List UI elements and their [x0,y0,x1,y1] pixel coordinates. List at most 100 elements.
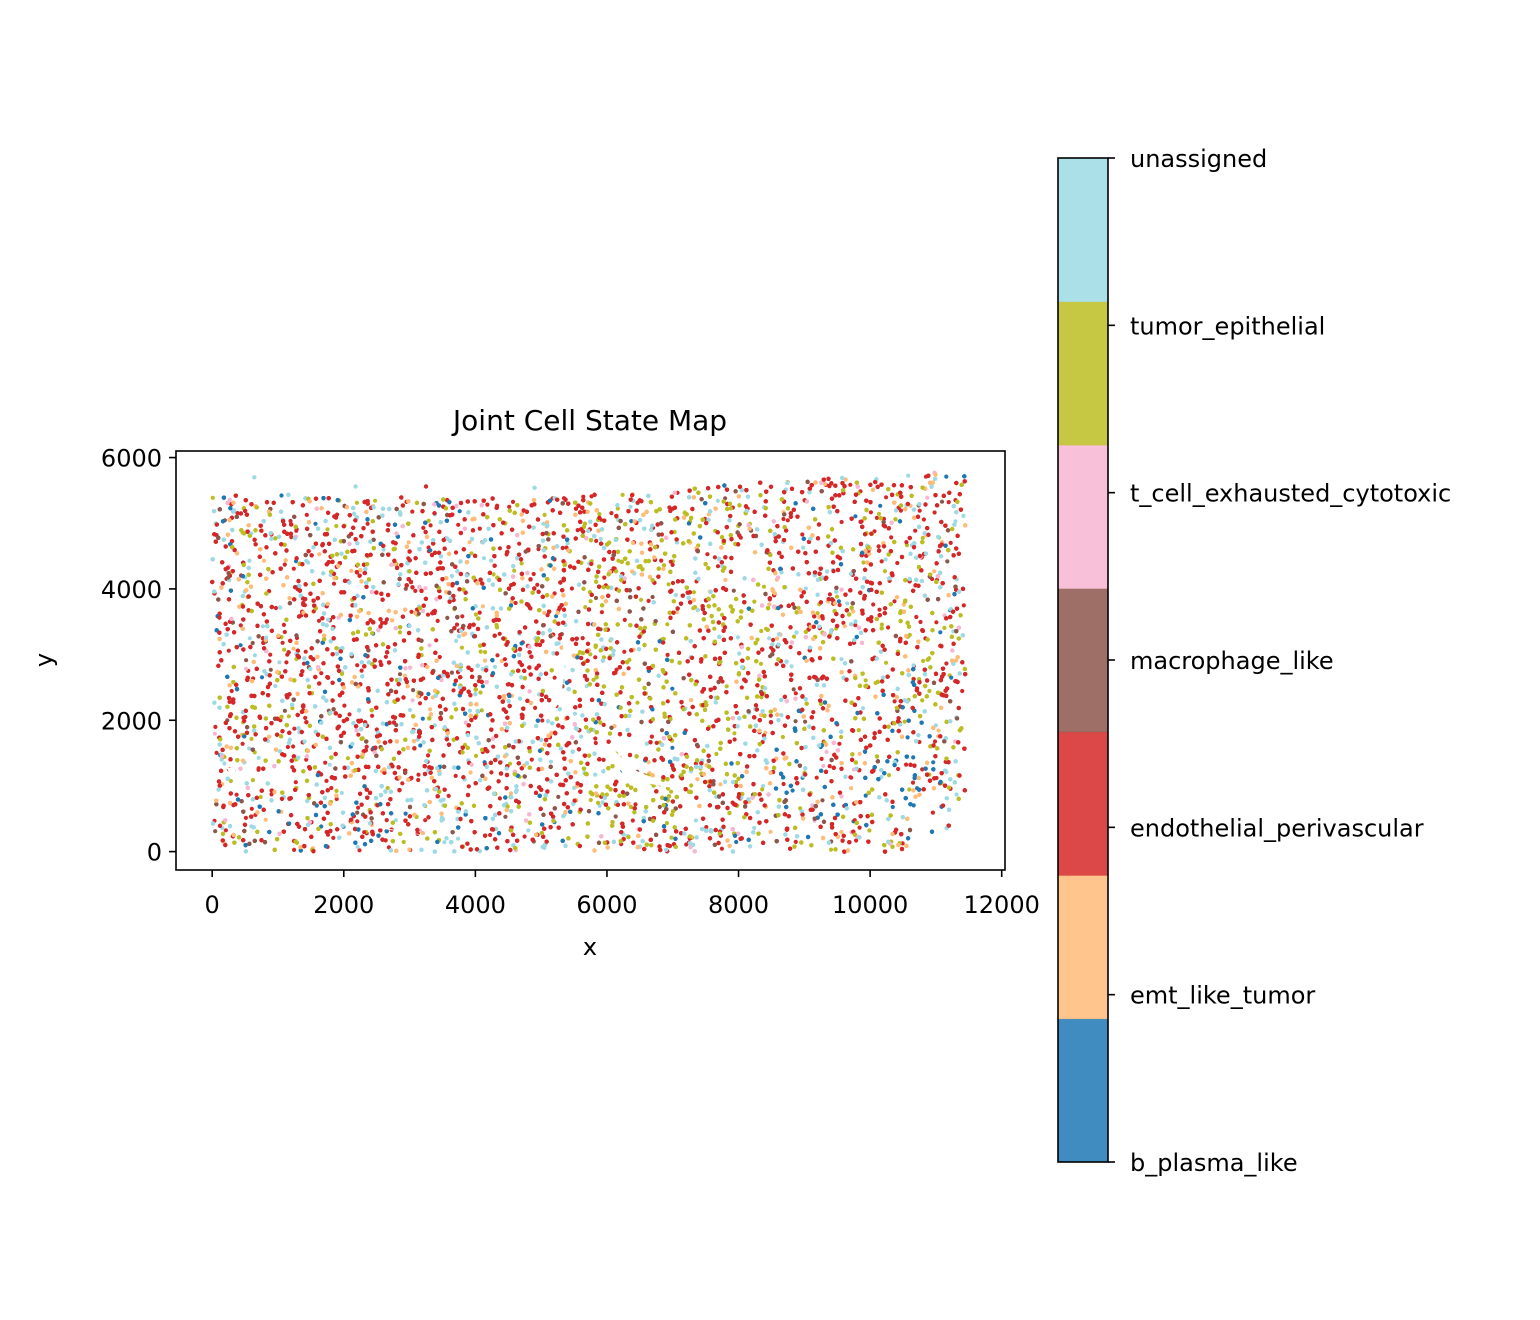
scatter-point [863,678,868,683]
scatter-point [284,660,289,665]
scatter-point [849,786,854,791]
scatter-point [467,708,473,713]
scatter-point [463,720,468,725]
scatter-point [325,527,330,532]
scatter-point [883,557,888,562]
scatter-point [383,654,388,659]
scatter-point [900,841,905,846]
scatter-point [836,599,842,604]
scatter-point [781,781,786,787]
scatter-point [249,736,254,742]
scatter-point [364,744,369,749]
scatter-point [666,582,671,587]
scatter-point [868,510,874,515]
scatter-point [882,569,888,574]
scatter-point [411,688,416,693]
scatter-point [334,788,339,794]
scatter-point [839,519,844,525]
scatter-point [468,770,473,775]
scatter-point [886,625,891,630]
scatter-point [596,800,601,806]
scatter-point [244,658,249,663]
scatter-point [423,818,428,823]
scatter-point [911,755,916,760]
scatter-point [214,750,219,756]
scatter-point [593,736,598,741]
scatter-point [601,757,606,763]
scatter-point [282,629,287,635]
scatter-point [867,828,872,833]
scatter-point [793,839,798,845]
scatter-point [593,740,598,746]
scatter-point [522,834,527,839]
scatter-point [904,540,909,545]
scatter-point [863,793,868,798]
scatter-point [281,622,286,628]
scatter-point [961,513,966,519]
scatter-point [347,712,352,717]
scatter-point [491,744,496,749]
scatter-point [374,727,379,732]
scatter-point [728,506,733,511]
scatter-point [304,558,309,564]
scatter-point [712,626,717,631]
scatter-point [250,778,255,783]
scatter-point [712,555,718,560]
scatter-point [334,523,339,529]
scatter-point [425,612,431,617]
scatter-point [913,528,918,533]
scatter-point [693,761,699,766]
scatter-point [878,503,883,508]
scatter-point [760,787,765,792]
scatter-point [665,699,670,704]
scatter-point [732,737,737,742]
scatter-point [392,562,397,567]
scatter-point [739,685,744,690]
scatter-point [954,658,959,663]
scatter-point [535,582,540,587]
scatter-point [228,778,233,784]
scatter-point [793,691,798,696]
scatter-point [419,653,424,658]
scatter-point [670,745,675,750]
scatter-point [491,572,496,577]
scatter-point [936,728,941,733]
scatter-point [803,586,809,591]
scatter-point [599,610,605,615]
scatter-point [723,577,728,583]
scatter-point [918,619,923,625]
scatter-point [664,821,670,826]
scatter-point [604,792,610,797]
scatter-point [403,586,408,591]
scatter-point [478,649,483,654]
scatter-point [417,701,423,706]
scatter-point [860,706,866,711]
scatter-point [665,786,671,791]
scatter-point [961,603,966,608]
scatter-point [393,818,398,823]
scatter-point [460,614,465,619]
scatter-point [715,498,721,503]
scatter-point [541,521,546,526]
scatter-point [258,794,263,800]
scatter-point [948,540,953,546]
scatter-point [801,545,806,550]
scatter-point [841,620,846,626]
scatter-point [261,558,267,563]
scatter-point [247,558,252,563]
scatter-point [672,529,677,535]
scatter-point [674,610,680,615]
scatter-point [455,836,461,841]
scatter-point [495,653,500,658]
scatter-point [292,726,297,731]
scatter-point [934,620,939,625]
scatter-point [646,760,651,765]
scatter-point [480,684,485,689]
scatter-point [780,734,786,740]
scatter-point [434,638,439,643]
chart-title: Joint Cell State Map [451,404,727,437]
scatter-point [911,663,916,668]
scatter-point [229,688,234,694]
scatter-point [665,652,670,658]
scatter-point [327,762,332,767]
